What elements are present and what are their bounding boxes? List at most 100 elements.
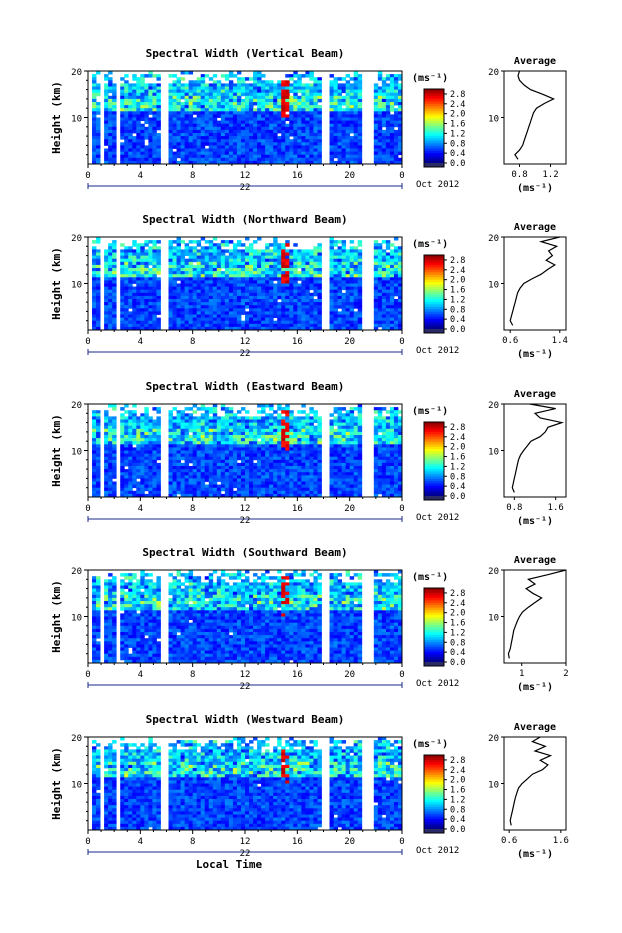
heatmap-cell	[253, 142, 257, 146]
heatmap-cell	[189, 454, 193, 458]
heatmap-cell	[140, 256, 144, 260]
heatmap-cell	[205, 108, 209, 112]
heatmap-cell	[350, 277, 354, 281]
heatmap-cell	[346, 268, 350, 272]
heatmap-cell	[104, 469, 108, 473]
heatmap-cell	[169, 447, 173, 451]
heatmap-cell	[237, 284, 241, 288]
heatmap-cell	[382, 274, 386, 278]
heatmap-cell	[173, 416, 177, 420]
heatmap-cell	[289, 259, 293, 263]
heatmap-cell	[144, 315, 148, 319]
heatmap-cell	[342, 318, 346, 322]
heatmap-cell	[225, 469, 229, 473]
heatmap-cell	[201, 155, 205, 159]
heatmap-cell	[245, 311, 249, 315]
heatmap-cell	[301, 287, 305, 291]
heatmap-cell	[330, 321, 334, 325]
heatmap-cell	[249, 93, 253, 97]
heatmap-cell	[317, 259, 321, 263]
heatmap-cell	[257, 253, 261, 257]
heatmap-cell	[253, 478, 257, 482]
heatmap-cell	[193, 463, 197, 467]
heatmap-cell	[156, 152, 160, 156]
heatmap-cell	[309, 96, 313, 100]
heatmap-cell	[354, 83, 358, 87]
heatmap-cell	[185, 259, 189, 263]
heatmap-cell	[140, 429, 144, 433]
heatmap-cell	[237, 457, 241, 461]
heatmap-cell	[108, 308, 112, 312]
heatmap-cell	[112, 158, 116, 162]
heatmap-cell	[177, 478, 181, 482]
heatmap-cell	[181, 87, 185, 91]
heatmap-cell	[177, 96, 181, 100]
heatmap-cell	[390, 280, 394, 284]
heatmap-cell	[317, 280, 321, 284]
heatmap-cell	[156, 249, 160, 253]
heatmap-cell	[253, 454, 257, 458]
heatmap-cell	[92, 246, 96, 250]
heatmap-cell	[225, 444, 229, 448]
heatmap-cell	[120, 136, 124, 140]
heatmap-cell	[173, 451, 177, 455]
heatmap-cell	[394, 121, 398, 125]
heatmap-cell	[221, 290, 225, 294]
heatmap-cell	[156, 142, 160, 146]
heatmap-cell	[297, 299, 301, 303]
heatmap-cell	[148, 259, 152, 263]
heatmap-cell	[181, 127, 185, 131]
heatmap-cell	[177, 293, 181, 297]
heatmap-cell	[233, 302, 237, 306]
heatmap-cell	[185, 416, 189, 420]
heatmap-cell	[297, 105, 301, 109]
heatmap-cell	[233, 475, 237, 479]
heatmap-cell	[253, 74, 257, 78]
heatmap-cell	[350, 293, 354, 297]
heatmap-cell	[156, 429, 160, 433]
heatmap-cell	[185, 454, 189, 458]
heatmap-cell	[394, 136, 398, 140]
heatmap-cell	[169, 463, 173, 467]
heatmap-cell	[205, 152, 209, 156]
heatmap-cell	[185, 472, 189, 476]
heatmap-cell	[309, 102, 313, 106]
heatmap-cell	[213, 311, 217, 315]
heatmap-cell	[221, 488, 225, 492]
heatmap-cell	[382, 99, 386, 103]
heatmap-cell	[193, 259, 197, 263]
heatmap-cell	[213, 74, 217, 78]
heatmap-cell	[148, 293, 152, 297]
heatmap-cell	[128, 447, 132, 451]
heatmap-cell	[245, 237, 249, 241]
heatmap-cell	[169, 308, 173, 312]
heatmap-cell	[309, 268, 313, 272]
colorbar-tick-label: 0.4	[450, 149, 465, 159]
heatmap-cell	[96, 274, 100, 278]
heatmap-cell	[309, 152, 313, 156]
heatmap-cell	[197, 305, 201, 309]
heatmap-cell	[273, 302, 277, 306]
heatmap-cell	[249, 152, 253, 156]
heatmap-cell	[354, 274, 358, 278]
heatmap-cell	[189, 451, 193, 455]
heatmap-cell	[209, 451, 213, 455]
heatmap-cell	[205, 308, 209, 312]
heatmap-cell	[132, 108, 136, 112]
heatmap-cell	[136, 249, 140, 253]
heatmap-cell	[201, 432, 205, 436]
heatmap-cell	[301, 142, 305, 146]
heatmap-cell	[289, 130, 293, 134]
heatmap-cell	[112, 108, 116, 112]
heatmap-cell	[293, 321, 297, 325]
heatmap-cell	[309, 265, 313, 269]
heatmap-cell	[201, 438, 205, 442]
heatmap-cell	[104, 466, 108, 470]
heatmap-cell	[358, 142, 362, 146]
heatmap-cell	[96, 447, 100, 451]
heatmap-cell	[338, 256, 342, 260]
heatmap-cell	[249, 432, 253, 436]
heatmap-cell	[338, 90, 342, 94]
heatmap-cell	[265, 321, 269, 325]
heatmap-cell	[233, 444, 237, 448]
